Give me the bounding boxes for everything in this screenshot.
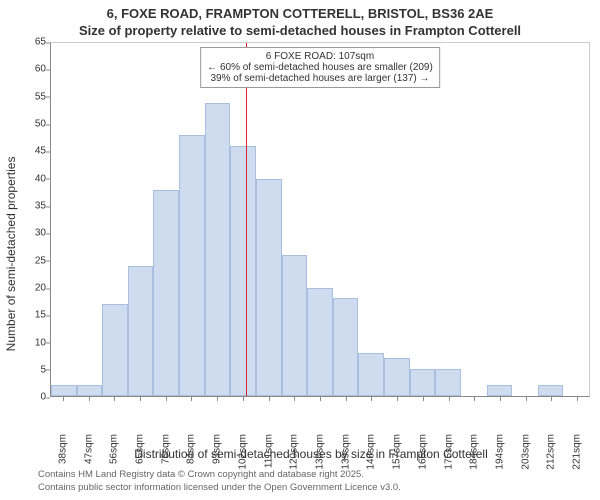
x-tick-label: 148sqm bbox=[366, 434, 377, 470]
y-tick: 25 bbox=[35, 255, 46, 266]
x-tick-mark bbox=[89, 397, 90, 401]
y-tick: 30 bbox=[35, 228, 46, 239]
y-tick: 55 bbox=[35, 91, 46, 102]
histogram-bar bbox=[128, 266, 154, 396]
histogram-bar bbox=[410, 369, 436, 396]
x-tick-mark bbox=[269, 397, 270, 401]
x-tick-label: 102sqm bbox=[237, 434, 248, 470]
histogram-bar bbox=[487, 385, 513, 396]
x-tick-mark bbox=[114, 397, 115, 401]
x-tick-label: 175sqm bbox=[443, 434, 454, 470]
x-tick-mark bbox=[294, 397, 295, 401]
y-tick: 65 bbox=[35, 37, 46, 48]
chart-subtitle: Size of property relative to semi-detach… bbox=[0, 23, 600, 42]
x-tick-label: 38sqm bbox=[57, 434, 68, 464]
histogram-bar bbox=[77, 385, 103, 396]
y-tick: 40 bbox=[35, 173, 46, 184]
x-axis: 38sqm47sqm56sqm65sqm75sqm84sqm93sqm102sq… bbox=[50, 397, 590, 445]
y-tick: 0 bbox=[40, 392, 46, 403]
callout-line1: 6 FOXE ROAD: 107sqm bbox=[207, 51, 433, 62]
x-tick-mark bbox=[474, 397, 475, 401]
histogram-bar bbox=[358, 353, 384, 396]
x-tick-label: 184sqm bbox=[469, 434, 480, 470]
y-tick: 60 bbox=[35, 64, 46, 75]
x-tick-mark bbox=[63, 397, 64, 401]
histogram-bar bbox=[256, 179, 282, 396]
x-tick-label: 84sqm bbox=[186, 434, 197, 464]
y-tick: 35 bbox=[35, 201, 46, 212]
x-tick-label: 130sqm bbox=[315, 434, 326, 470]
histogram-bar bbox=[51, 385, 77, 396]
x-tick-mark bbox=[371, 397, 372, 401]
plot-wrap: 05101520253035404550556065 6 FOXE ROAD: … bbox=[22, 42, 600, 465]
x-tick-mark bbox=[217, 397, 218, 401]
x-tick-mark bbox=[346, 397, 347, 401]
histogram-bar bbox=[384, 358, 410, 396]
x-tick-mark bbox=[423, 397, 424, 401]
y-tick: 10 bbox=[35, 337, 46, 348]
histogram-bar bbox=[435, 369, 461, 396]
marker-callout: 6 FOXE ROAD: 107sqm ← 60% of semi-detach… bbox=[200, 47, 440, 88]
x-tick-label: 47sqm bbox=[83, 434, 94, 464]
chart-title: 6, FOXE ROAD, FRAMPTON COTTERELL, BRISTO… bbox=[0, 0, 600, 23]
x-tick-label: 157sqm bbox=[392, 434, 403, 470]
callout-line2: ← 60% of semi-detached houses are smalle… bbox=[207, 62, 433, 73]
plot-area: 6 FOXE ROAD: 107sqm ← 60% of semi-detach… bbox=[50, 42, 590, 397]
footer: Contains HM Land Registry data © Crown c… bbox=[0, 465, 600, 500]
y-tick: 20 bbox=[35, 283, 46, 294]
footer-line2: Contains public sector information licen… bbox=[38, 482, 592, 494]
x-tick-mark bbox=[577, 397, 578, 401]
x-tick-mark bbox=[526, 397, 527, 401]
histogram-bar bbox=[153, 190, 179, 397]
footer-line1: Contains HM Land Registry data © Crown c… bbox=[38, 469, 592, 481]
y-tick: 5 bbox=[40, 364, 46, 375]
y-tick: 45 bbox=[35, 146, 46, 157]
x-tick-mark bbox=[320, 397, 321, 401]
histogram-bar bbox=[205, 103, 231, 397]
x-tick-mark bbox=[500, 397, 501, 401]
x-tick-label: 120sqm bbox=[289, 434, 300, 470]
histogram-bar bbox=[333, 298, 359, 396]
histogram-bar bbox=[230, 146, 256, 396]
x-tick-label: 93sqm bbox=[212, 434, 223, 464]
x-tick-label: 111sqm bbox=[263, 434, 274, 468]
x-tick-label: 221sqm bbox=[572, 434, 583, 470]
y-axis: 05101520253035404550556065 bbox=[22, 42, 50, 397]
y-axis-label: Number of semi-detached properties bbox=[0, 42, 22, 465]
x-tick-label: 194sqm bbox=[495, 434, 506, 470]
x-tick-mark bbox=[140, 397, 141, 401]
x-tick-mark bbox=[449, 397, 450, 401]
histogram-bar bbox=[102, 304, 128, 396]
histogram-bar bbox=[307, 288, 333, 397]
x-tick-mark bbox=[243, 397, 244, 401]
x-tick-label: 139sqm bbox=[340, 434, 351, 470]
x-tick-mark bbox=[397, 397, 398, 401]
histogram-bar bbox=[282, 255, 308, 396]
x-tick-label: 166sqm bbox=[417, 434, 428, 470]
callout-line3: 39% of semi-detached houses are larger (… bbox=[207, 73, 433, 84]
y-tick: 15 bbox=[35, 310, 46, 321]
x-tick-label: 56sqm bbox=[109, 434, 120, 464]
x-tick-mark bbox=[166, 397, 167, 401]
x-tick-label: 203sqm bbox=[520, 434, 531, 470]
y-tick: 50 bbox=[35, 119, 46, 130]
x-tick-label: 75sqm bbox=[160, 434, 171, 464]
chart-area: Number of semi-detached properties 0 5 10 1… bbox=[0, 42, 600, 465]
x-tick-label: 65sqm bbox=[135, 434, 146, 464]
histogram-bar bbox=[179, 135, 205, 396]
marker-line bbox=[246, 43, 247, 396]
x-tick-label: 212sqm bbox=[546, 434, 557, 470]
plot-row: 05101520253035404550556065 6 FOXE ROAD: … bbox=[22, 42, 600, 397]
x-tick-mark bbox=[551, 397, 552, 401]
x-tick-mark bbox=[191, 397, 192, 401]
histogram-bar bbox=[538, 385, 564, 396]
chart-container: 6, FOXE ROAD, FRAMPTON COTTERELL, BRISTO… bbox=[0, 0, 600, 500]
